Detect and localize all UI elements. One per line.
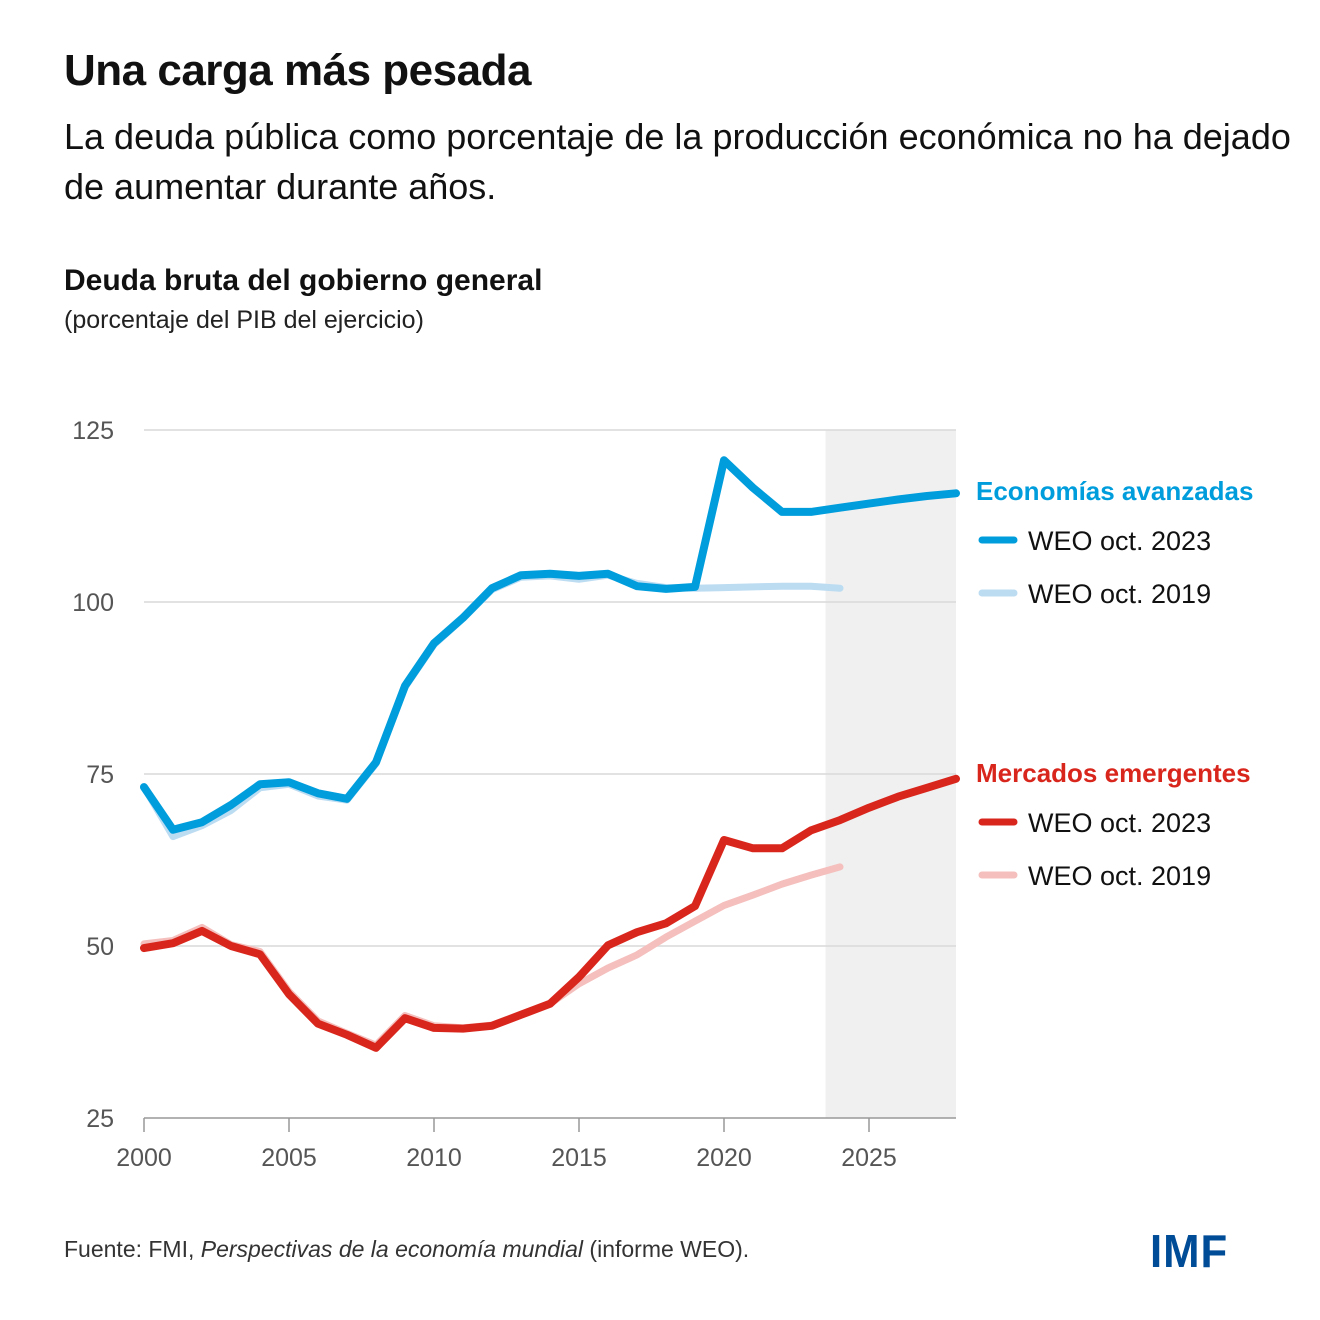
y-tick-label: 25 — [86, 1105, 114, 1133]
source-prefix: Fuente: FMI, — [64, 1236, 201, 1262]
legend-heading: Economías avanzadas — [976, 476, 1253, 506]
series-line-emerging-2019 — [140, 863, 844, 1049]
legend-label: WEO oct. 2023 — [1028, 526, 1211, 556]
series-line-advanced-2023 — [140, 456, 960, 834]
gridlines — [144, 429, 956, 947]
page-subtitle: La deuda pública como porcentaje de la p… — [64, 116, 1291, 207]
legend: Economías avanzadas WEO oct. 2023 WEO oct.… — [976, 476, 1253, 891]
chart-unit-label: (porcentaje del PIB del ejercicio) — [64, 306, 424, 334]
y-tick-label: 125 — [72, 417, 114, 445]
source-publication: Perspectivas de la economía mundial — [200, 1236, 584, 1262]
legend-label: WEO oct. 2023 — [1028, 808, 1211, 838]
x-tick-label: 2000 — [116, 1144, 172, 1172]
legend-label: WEO oct. 2019 — [1028, 861, 1211, 891]
legend-heading: Mercados emergentes — [976, 758, 1251, 788]
y-tick-label: 100 — [72, 589, 114, 617]
source-suffix: (informe WEO). — [583, 1236, 750, 1262]
series-line-emerging-2023 — [140, 774, 960, 1052]
x-axis: 2000 2005 2010 2015 2020 2025 — [116, 1117, 956, 1172]
x-tick-label: 2020 — [696, 1144, 752, 1172]
source-note: Fuente: FMI, Perspectivas de la economía… — [64, 1236, 749, 1263]
page-title: Una carga más pesada — [64, 46, 531, 95]
chart-title: Deuda bruta del gobierno general — [64, 264, 543, 297]
x-tick-label: 2025 — [841, 1144, 897, 1172]
y-tick-label: 75 — [86, 761, 114, 789]
x-tick-label: 2005 — [261, 1144, 317, 1172]
x-tick-label: 2015 — [551, 1144, 607, 1172]
x-tick-label: 2010 — [406, 1144, 462, 1172]
series-lines — [140, 456, 960, 1052]
imf-logo: IMF — [1150, 1225, 1229, 1277]
legend-label: WEO oct. 2019 — [1028, 579, 1211, 609]
y-tick-label: 50 — [86, 933, 114, 961]
y-axis-labels: 25 50 75 100 125 — [72, 417, 114, 1133]
